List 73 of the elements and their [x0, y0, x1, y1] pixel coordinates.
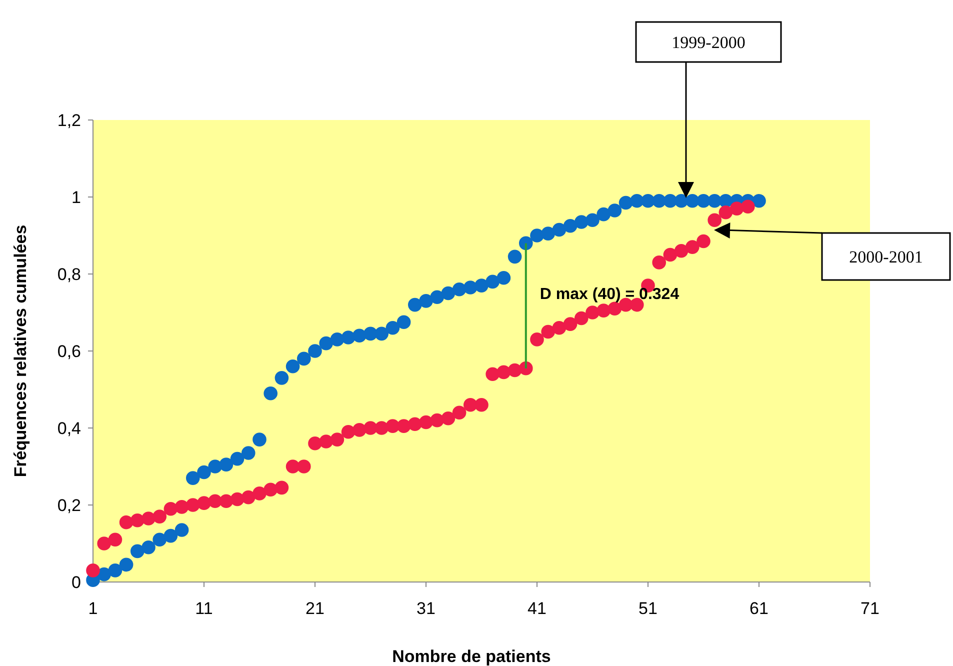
x-tick-label: 71: [860, 599, 880, 618]
point: [142, 512, 156, 526]
y-tick-label: 0,6: [57, 342, 81, 361]
point: [274, 480, 289, 495]
x-tick-label: 1: [88, 599, 98, 618]
x-tick-label: 31: [416, 599, 436, 618]
point: [552, 321, 566, 335]
point: [86, 564, 100, 578]
annotation: D max (40) = 0.324: [540, 286, 680, 303]
x-tick-label: 41: [528, 599, 546, 618]
point: [197, 496, 211, 510]
x-tick-label: 11: [195, 599, 213, 618]
point: [386, 419, 400, 433]
point: [541, 324, 556, 339]
point: [663, 248, 678, 262]
point: [164, 502, 178, 516]
x-tick-label: 21: [306, 599, 324, 618]
point: [330, 432, 344, 446]
point: [696, 234, 710, 248]
x-axis-title: Nombre de patients: [392, 647, 551, 666]
point: [563, 317, 578, 331]
point: [740, 200, 755, 214]
point: [685, 240, 700, 254]
x-tick-label: 51: [638, 599, 658, 618]
annotation: 2000-2001: [849, 247, 923, 266]
point: [508, 363, 522, 378]
point: [718, 206, 733, 220]
point: [408, 417, 422, 432]
point: [608, 302, 622, 316]
y-tick-label: 1,2: [57, 110, 81, 130]
point: [97, 536, 112, 550]
point: [708, 213, 722, 227]
point: [208, 494, 222, 508]
point: [496, 365, 511, 380]
point: [219, 494, 234, 508]
point: [396, 419, 411, 433]
x-tick-label: 61: [750, 599, 768, 618]
point: [419, 415, 433, 430]
point: [474, 398, 488, 412]
text: 1999-2000: [672, 32, 746, 52]
point: [618, 298, 633, 312]
point: [452, 406, 466, 420]
y-tick-label: 0,2: [57, 496, 81, 515]
point: [652, 256, 666, 270]
point: [152, 510, 167, 524]
point: [252, 486, 266, 500]
point: [308, 436, 322, 450]
point: [264, 482, 278, 496]
point: [730, 202, 744, 216]
point: [574, 311, 588, 326]
y-axis-title: Fréquences relatives cumulées: [11, 224, 30, 478]
point: [586, 306, 600, 320]
point: [119, 515, 134, 530]
point: [174, 500, 189, 514]
point: [530, 332, 544, 346]
point: [486, 367, 500, 381]
point: [241, 490, 256, 504]
point: [108, 532, 122, 547]
point: [374, 421, 389, 435]
point: [319, 434, 334, 448]
point: [674, 244, 688, 258]
point: [230, 492, 244, 506]
point: [630, 298, 644, 312]
point: [430, 413, 444, 428]
point: [518, 361, 533, 376]
point: [341, 424, 356, 439]
point: [296, 460, 311, 474]
y-tick-label: 1: [72, 188, 81, 207]
y-tick-label: 0,8: [57, 264, 81, 284]
y-tick-label: 0: [72, 572, 81, 592]
point: [441, 411, 456, 426]
y-tick-label: 0,4: [57, 418, 81, 438]
point: [596, 304, 611, 318]
